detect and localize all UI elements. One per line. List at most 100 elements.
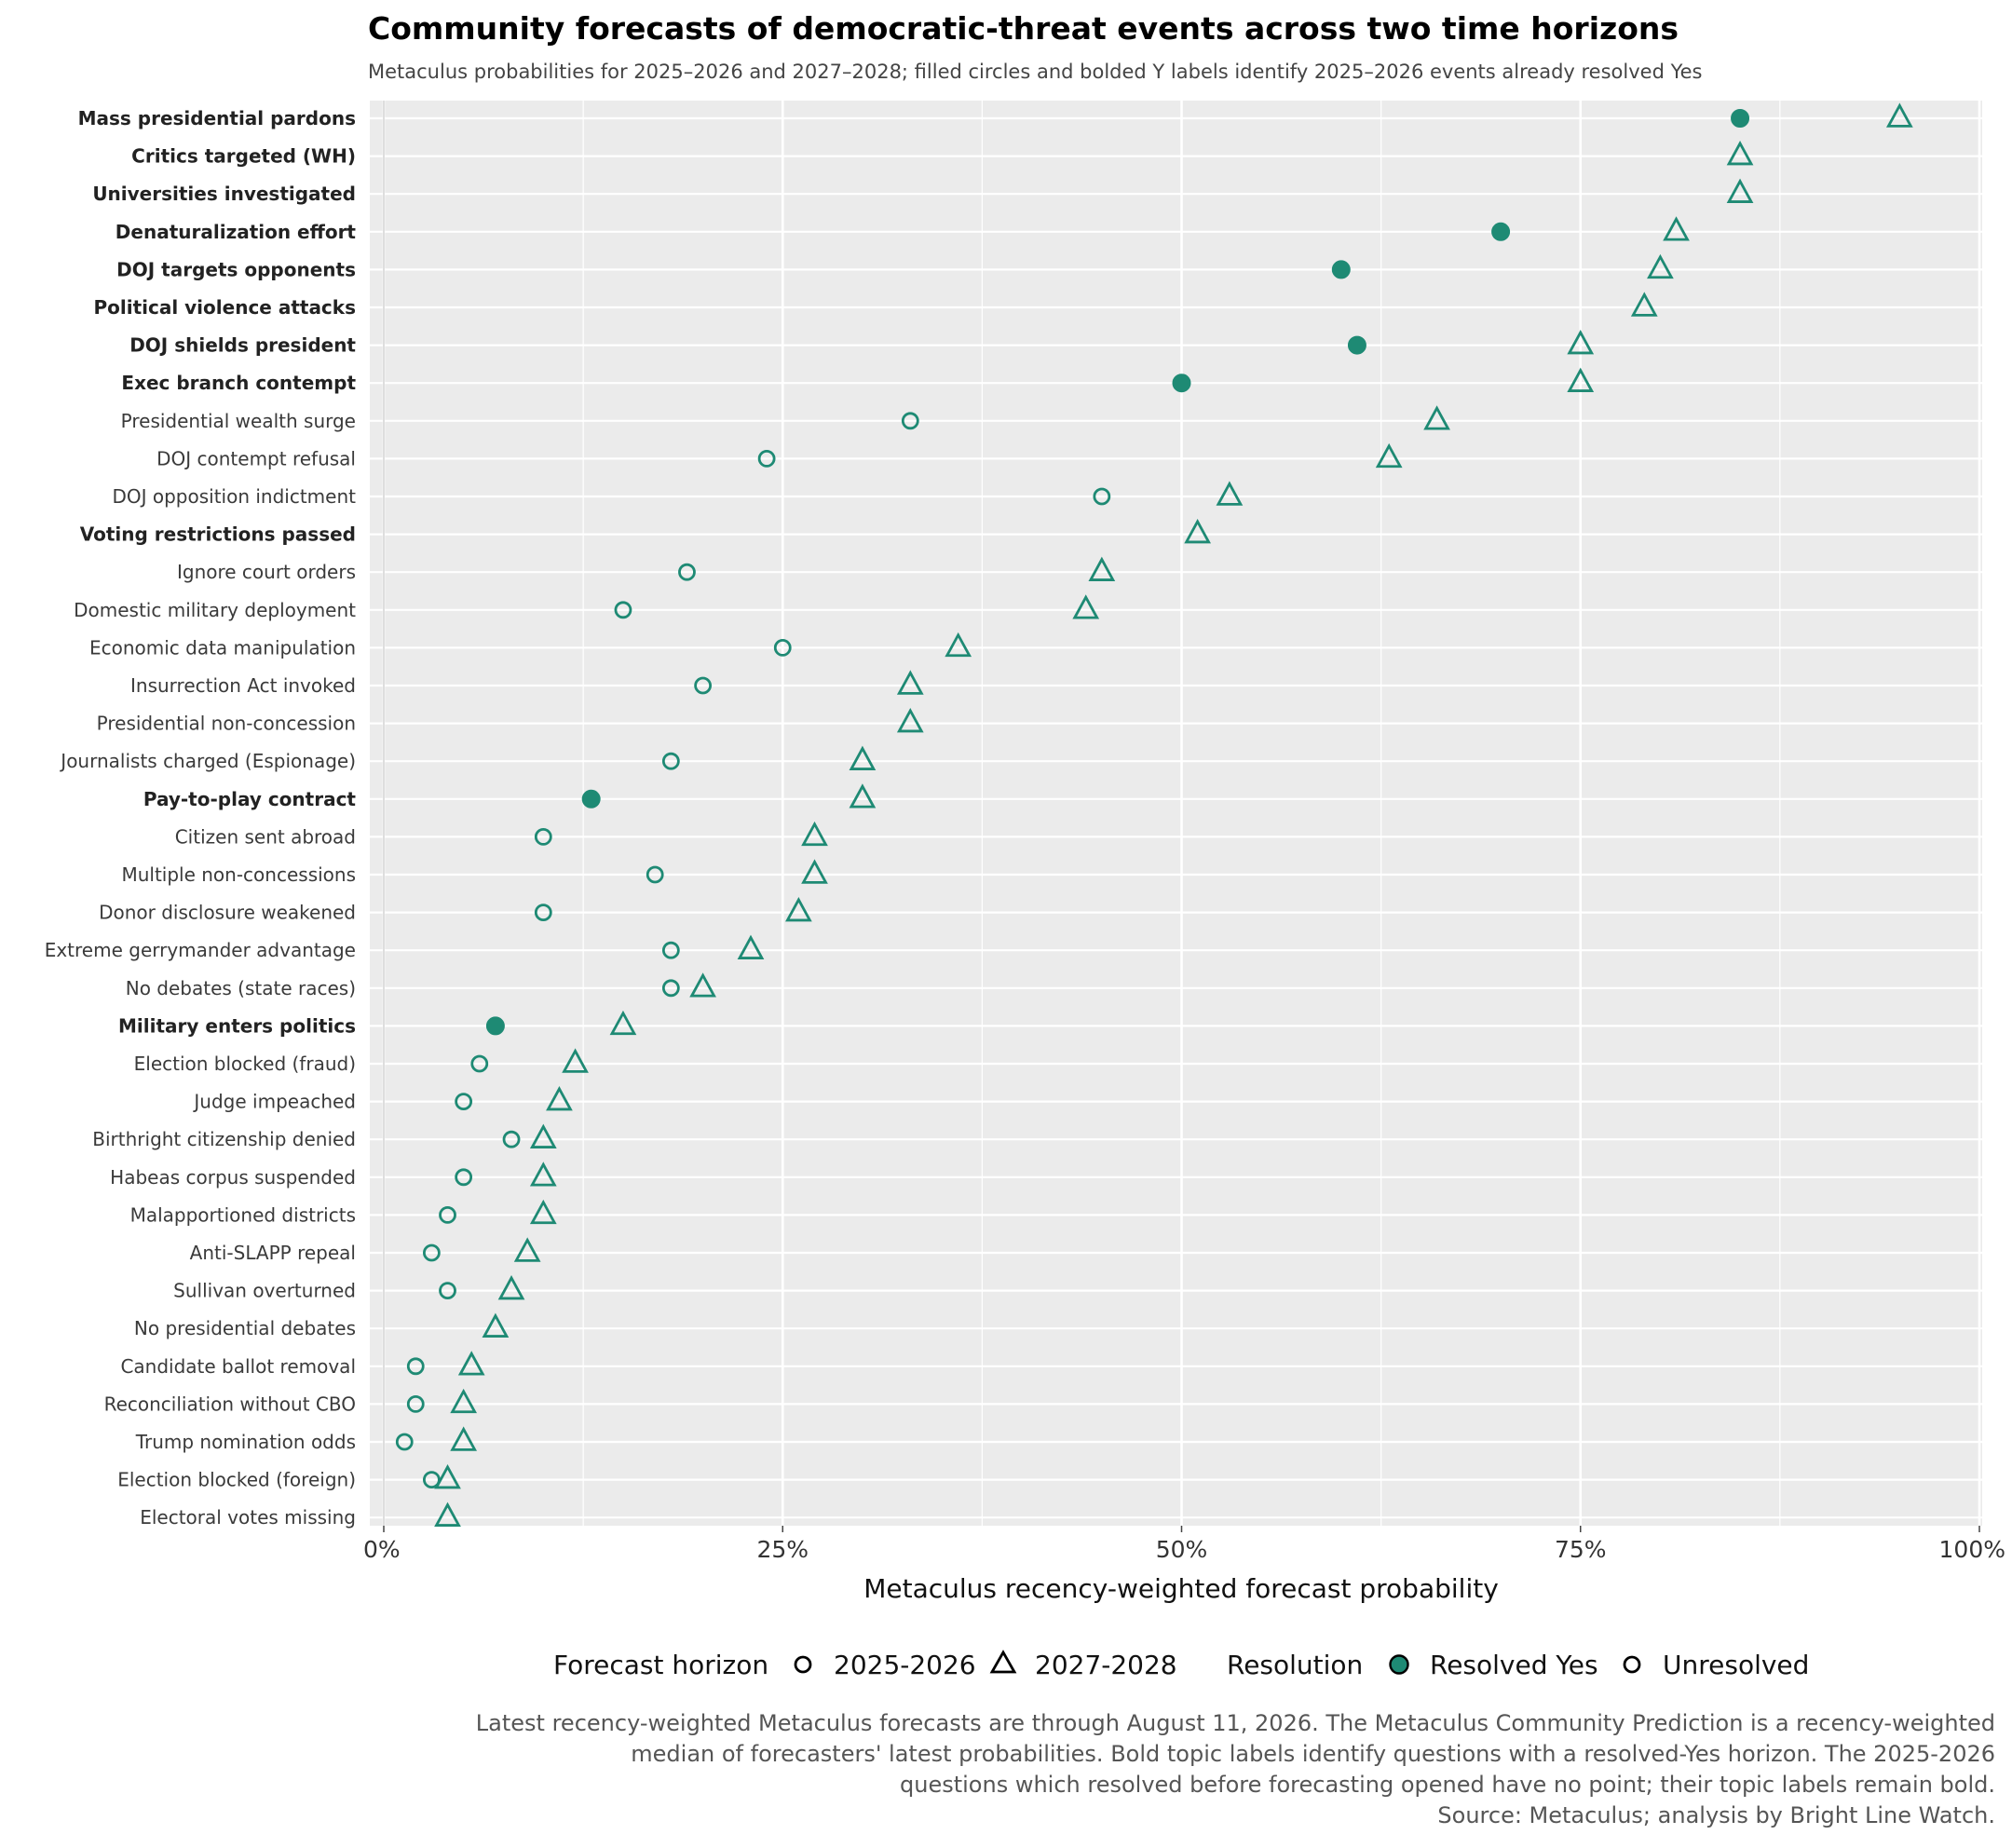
point-2027-2028 <box>450 1426 478 1451</box>
point-2027-2028 <box>1630 292 1658 317</box>
point-2027-2028 <box>529 1123 557 1148</box>
y-tick-label: Political violence attacks <box>93 296 356 319</box>
y-tick-label: Donor disclosure weakened <box>99 902 356 924</box>
point-2027-2028 <box>434 1464 461 1489</box>
caption-line: questions which resolved before forecast… <box>900 1772 1995 1798</box>
y-tick-label: Multiple non-concessions <box>121 863 356 886</box>
point-2027-2028 <box>434 1502 461 1527</box>
point-2027-2028 <box>1423 405 1450 430</box>
x-tick-label: 100% <box>1939 1536 2005 1563</box>
y-tick-label: Domestic military deployment <box>74 599 356 621</box>
y-tick-label: Extreme gerrymander advantage <box>45 939 356 961</box>
point-2025-2026 <box>661 979 680 998</box>
point-2025-2026-resolved <box>1731 109 1750 128</box>
point-2027-2028 <box>1885 102 1913 128</box>
point-2025-2026-resolved <box>1172 374 1191 393</box>
point-2025-2026 <box>646 865 664 884</box>
x-axis-ticks: 0% 25% 50% 75% 100% <box>363 1526 2005 1563</box>
point-2025-2026 <box>406 1395 425 1413</box>
y-tick-label: DOJ opposition indictment <box>112 485 356 508</box>
point-2025-2026 <box>773 639 792 657</box>
y-tick-label: DOJ contempt refusal <box>156 447 356 469</box>
y-tick-label: Citizen sent abroad <box>175 825 356 848</box>
point-2025-2026 <box>757 449 776 468</box>
point-2027-2028 <box>896 670 924 695</box>
data-points <box>395 102 1913 1527</box>
y-tick-label: Presidential non-concession <box>97 713 356 735</box>
point-2025-2026-resolved <box>1491 222 1511 241</box>
point-2027-2028 <box>1567 330 1595 355</box>
point-2027-2028 <box>801 859 828 884</box>
point-2027-2028 <box>1072 594 1100 619</box>
point-2025-2026-resolved <box>581 789 601 808</box>
y-tick-label: Election blocked (foreign) <box>117 1469 356 1491</box>
y-tick-label: Voting restrictions passed <box>80 523 356 546</box>
point-2027-2028 <box>497 1275 525 1300</box>
point-2027-2028 <box>482 1312 510 1338</box>
y-tick-label: Critics targeted (WH) <box>131 145 356 168</box>
legend-label-unresolved: Unresolved <box>1663 1650 1809 1680</box>
y-tick-label: No presidential debates <box>134 1317 356 1339</box>
x-tick-label: 75% <box>1555 1536 1607 1563</box>
y-tick-label: Economic data manipulation <box>89 636 356 659</box>
legend-title-horizon: Forecast horizon <box>553 1650 768 1680</box>
y-tick-label: Trump nomination odds <box>135 1431 356 1453</box>
point-2027-2028 <box>896 708 924 733</box>
point-2025-2026 <box>422 1243 441 1262</box>
point-2027-2028 <box>562 1048 589 1073</box>
y-tick-label: DOJ shields president <box>129 334 356 357</box>
y-tick-label: Habeas corpus suspended <box>110 1166 356 1189</box>
legend-label-2025-2026: 2025-2026 <box>834 1650 976 1680</box>
grid-layer <box>370 101 1982 1526</box>
y-tick-label: Ignore court orders <box>177 561 356 583</box>
point-2025-2026 <box>406 1357 425 1376</box>
point-2025-2026 <box>678 563 696 581</box>
point-2027-2028 <box>689 972 716 998</box>
y-tick-label: Malapportioned districts <box>130 1203 356 1226</box>
point-2025-2026 <box>534 904 552 921</box>
point-2027-2028 <box>785 897 812 922</box>
legend-label-resolved-yes: Resolved Yes <box>1430 1650 1598 1680</box>
point-2025-2026 <box>455 1168 473 1187</box>
legend-key-circle <box>794 1655 812 1674</box>
y-tick-label: Presidential wealth surge <box>121 410 356 432</box>
chart-subtitle: Metaculus probabilities for 2025–2026 an… <box>368 61 1702 83</box>
plot-panel <box>370 101 1982 1526</box>
point-2025-2026 <box>439 1282 456 1299</box>
y-tick-label: Birthright citizenship denied <box>92 1128 356 1150</box>
y-tick-label: Exec branch contempt <box>121 372 356 394</box>
point-2025-2026 <box>901 412 919 430</box>
point-2025-2026 <box>395 1433 414 1451</box>
point-2027-2028 <box>737 934 765 959</box>
y-axis-labels: Mass presidential pardons Critics targete… <box>45 107 357 1529</box>
legend-key-filled-circle <box>1389 1654 1409 1675</box>
point-2025-2026 <box>614 601 632 619</box>
point-2025-2026 <box>470 1054 489 1073</box>
point-2027-2028 <box>1088 556 1116 581</box>
point-2027-2028 <box>1216 481 1244 506</box>
point-2025-2026 <box>661 941 680 959</box>
y-tick-label: Candidate ballot removal <box>120 1355 356 1378</box>
y-tick-label: Denaturalization effort <box>116 221 357 243</box>
point-2027-2028 <box>609 1010 637 1036</box>
point-2027-2028 <box>1726 141 1754 166</box>
y-tick-label: Reconciliation without CBO <box>104 1393 356 1415</box>
point-2027-2028 <box>1663 216 1690 241</box>
point-2027-2028 <box>945 632 972 658</box>
point-2025-2026-resolved <box>1331 260 1351 279</box>
caption: Latest recency-weighted Metaculus foreca… <box>476 1710 1995 1828</box>
y-tick-label: Sullivan overturned <box>173 1280 356 1302</box>
point-2027-2028 <box>1726 178 1754 203</box>
point-2027-2028 <box>457 1351 485 1376</box>
y-tick-label: Judge impeached <box>192 1091 356 1113</box>
y-tick-label: Journalists charged (Espionage) <box>59 750 356 772</box>
x-tick-label: 0% <box>363 1536 401 1563</box>
point-2027-2028 <box>529 1199 557 1225</box>
legend-label-2027-2028: 2027-2028 <box>1035 1650 1177 1680</box>
caption-line: median of forecasters' latest probabilit… <box>631 1741 1995 1767</box>
y-tick-label: No debates (state races) <box>126 977 356 999</box>
legend-key-triangle <box>989 1650 1017 1674</box>
y-tick-label: Pay-to-play contract <box>143 788 357 810</box>
point-2027-2028 <box>529 1162 557 1187</box>
point-2027-2028 <box>1184 519 1211 544</box>
